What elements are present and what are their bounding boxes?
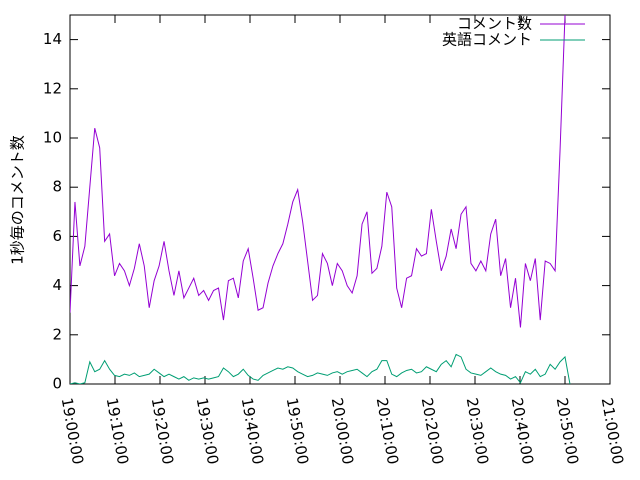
y-tick-label: 12 [43,79,62,97]
x-tick-label: 20:30:00 [463,396,492,465]
x-tick-label: 19:40:00 [238,396,267,465]
x-tick-label: 19:30:00 [193,396,222,465]
x-tick-label: 19:00:00 [58,396,87,465]
series-line [70,353,571,384]
y-axis-label: 1秒毎のコメント数 [9,135,27,265]
x-tick-label: 20:20:00 [418,396,447,465]
y-tick-label: 6 [52,227,62,245]
x-tick-label: 19:20:00 [148,396,177,465]
y-tick-label: 14 [43,30,62,48]
y-tick-label: 2 [52,325,62,343]
plot-frame [69,14,611,385]
series-line [70,15,566,328]
y-tick-label: 0 [52,375,62,393]
y-tick-label: 10 [43,129,62,147]
x-tick-label: 20:00:00 [328,396,357,465]
x-tick-label: 20:10:00 [373,396,402,465]
legend-label: コメント数 [457,15,532,33]
x-tick-label: 19:50:00 [283,396,312,465]
x-tick-label: 21:00:00 [598,396,627,465]
y-tick-label: 4 [52,276,62,294]
legend-label: 英語コメント [442,31,532,49]
x-tick-label: 20:40:00 [508,396,537,465]
y-tick-label: 8 [52,178,62,196]
x-tick-label: 20:50:00 [553,396,582,465]
x-tick-label: 19:10:00 [103,396,132,465]
